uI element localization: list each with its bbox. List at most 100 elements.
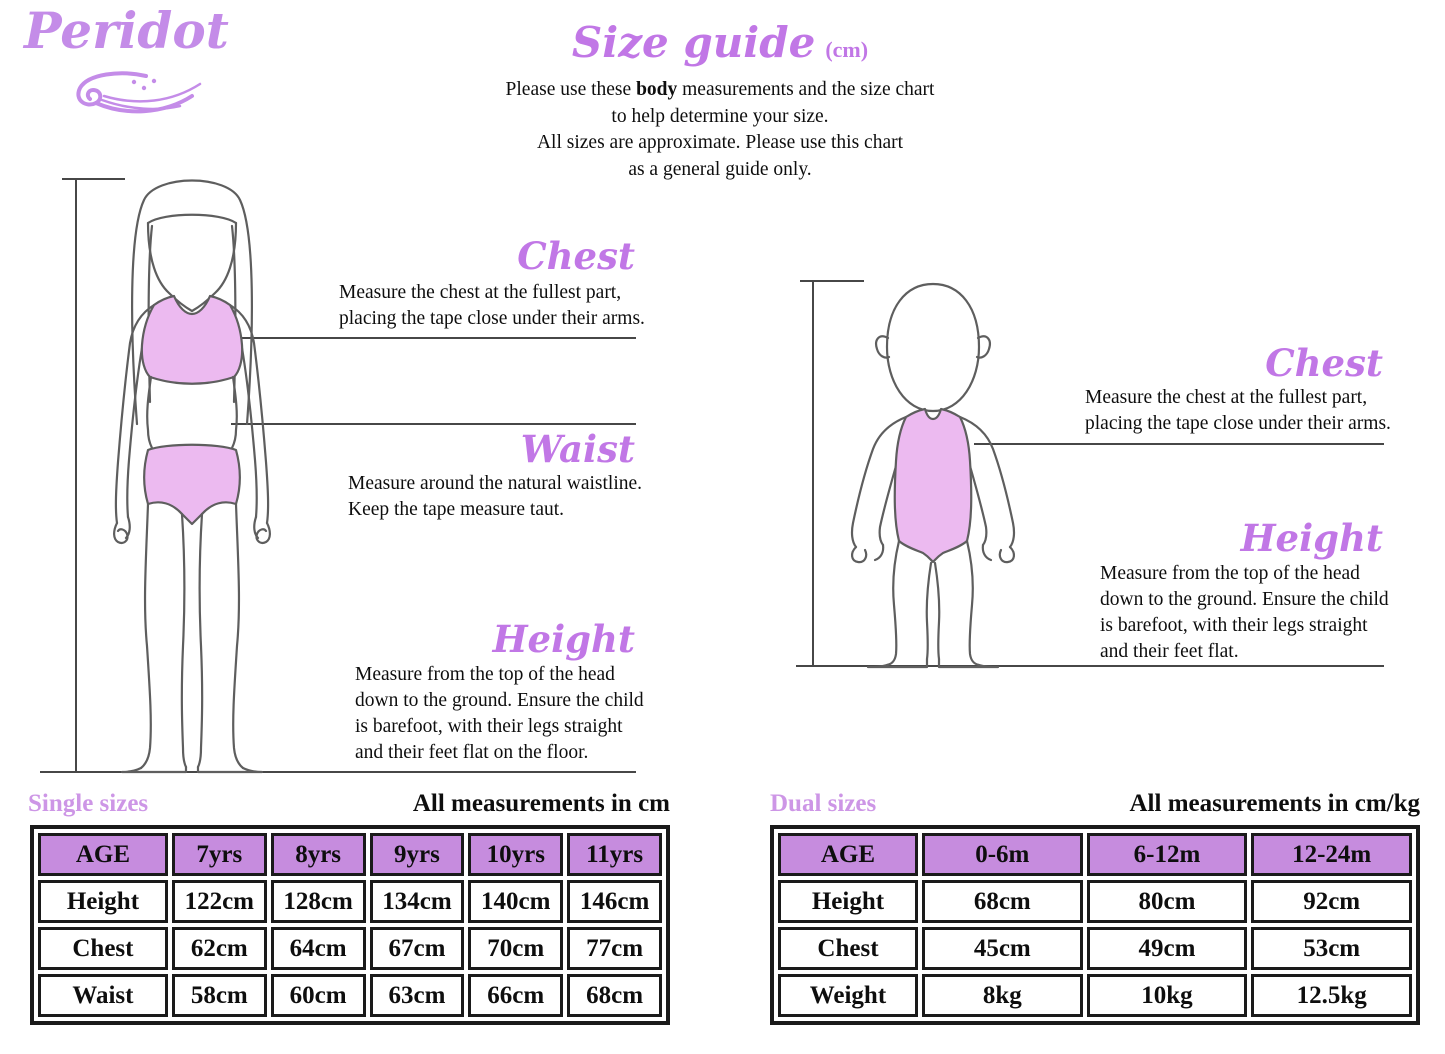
table-row: Chest 62cm 64cm 67cm 70cm 77cm [38, 927, 662, 970]
girl-figure-diagram [40, 178, 636, 774]
value-cell: 58cm [171, 974, 267, 1017]
girl-hair [130, 179, 254, 426]
value-cell: 60cm [270, 974, 366, 1017]
intro-line-4: as a general guide only. [628, 158, 812, 180]
baby-chest-desc: Measure the chest at the fullest part, p… [1085, 387, 1391, 434]
girl-waist-label: Waist [520, 427, 635, 471]
dual-sizes-caption: Dual sizes [770, 790, 877, 817]
row-label-cell: Chest [778, 927, 918, 970]
baby-right-hand [981, 543, 1015, 564]
brand-logo: Peridot [24, 1, 244, 114]
girl-left-hand [113, 515, 131, 544]
value-cell: 77cm [567, 927, 662, 970]
dual-sizes-note: All measurements in cm/kg [1129, 790, 1421, 817]
value-cell: 45cm [921, 927, 1083, 970]
table-row: Waist 58cm 60cm 63cm 66cm 68cm [38, 974, 662, 1017]
value-cell: 49cm [1086, 927, 1248, 970]
header-cell: 9yrs [369, 833, 465, 876]
baby-left-hand [851, 543, 885, 564]
brand-flourish-icon [76, 71, 202, 114]
girl-waist-desc: Measure around the natural waistline. Ke… [348, 473, 643, 520]
baby-right-foot [937, 657, 1000, 669]
girl-right-leg [232, 502, 245, 770]
value-cell: 63cm [369, 974, 465, 1017]
baby-figure [850, 282, 1016, 669]
baby-height-desc: Measure from the top of the head down to… [1100, 563, 1389, 662]
girl-figure [113, 179, 271, 774]
header-cell: 8yrs [270, 833, 366, 876]
baby-height-label: Height [1240, 516, 1383, 560]
value-cell: 92cm [1251, 880, 1412, 923]
girl-right-foot [196, 765, 264, 774]
girl-left-arm [114, 303, 156, 525]
baby-left-arm [850, 415, 908, 549]
value-cell: 140cm [468, 880, 564, 923]
brand-logo-text: Peridot [24, 1, 229, 60]
table-row: Height 122cm 128cm 134cm 140cm 146cm [38, 880, 662, 923]
baby-right-arm [958, 415, 1016, 549]
page-title: Size guide [571, 18, 816, 67]
girl-height-label: Height [492, 617, 635, 661]
row-label-cell: Height [778, 880, 918, 923]
header-cell: 0-6m [921, 833, 1083, 876]
girl-right-arm [228, 303, 270, 525]
table-row: Weight 8kg 10kg 12.5kg [778, 974, 1412, 1017]
value-cell: 146cm [567, 880, 662, 923]
value-cell: 70cm [468, 927, 564, 970]
value-cell: 122cm [171, 880, 267, 923]
girl-midriff [146, 375, 238, 450]
value-cell: 67cm [369, 927, 465, 970]
baby-figure-diagram [796, 280, 1384, 669]
value-cell: 8kg [921, 974, 1083, 1017]
header-cell: 7yrs [171, 833, 267, 876]
single-sizes-table: AGE 7yrs 8yrs 9yrs 10yrs 11yrs Height 12… [30, 825, 670, 1025]
single-sizes-header-row: AGE 7yrs 8yrs 9yrs 10yrs 11yrs [38, 833, 662, 876]
value-cell: 66cm [468, 974, 564, 1017]
table-row: Height 68cm 80cm 92cm [778, 880, 1412, 923]
header-cell: AGE [38, 833, 168, 876]
header-cell: 11yrs [567, 833, 662, 876]
girl-chest-label: Chest [517, 234, 635, 278]
row-label-cell: Height [38, 880, 168, 923]
baby-onesie [893, 407, 973, 564]
value-cell: 53cm [1251, 927, 1412, 970]
baby-right-ear [975, 335, 991, 359]
baby-head [885, 282, 981, 413]
baby-right-leg [965, 539, 981, 667]
row-label-cell: Chest [38, 927, 168, 970]
single-sizes-note: All measurements in cm [412, 790, 670, 817]
girl-height-desc: Measure from the top of the head down to… [355, 664, 644, 763]
value-cell: 134cm [369, 880, 465, 923]
intro-line-1: Please use these body measurements and t… [505, 79, 935, 100]
row-label-cell: Waist [38, 974, 168, 1017]
value-cell: 80cm [1086, 880, 1248, 923]
value-cell: 68cm [567, 974, 662, 1017]
header-cell: 12-24m [1251, 833, 1412, 876]
baby-left-ear [875, 335, 891, 359]
dual-sizes-header-row: AGE 0-6m 6-12m 12-24m [778, 833, 1412, 876]
girl-right-hand [253, 515, 271, 544]
baby-chest-label: Chest [1265, 341, 1383, 385]
intro-bold-word: body [636, 79, 678, 100]
girl-face [146, 221, 238, 313]
girl-fringe [146, 213, 238, 225]
page-title-unit: (cm) [825, 37, 869, 62]
value-cell: 64cm [270, 927, 366, 970]
value-cell: 128cm [270, 880, 366, 923]
girl-crop-top [140, 294, 244, 385]
header-cell: 10yrs [468, 833, 564, 876]
value-cell: 12.5kg [1251, 974, 1412, 1017]
value-cell: 62cm [171, 927, 267, 970]
girl-left-leg [139, 502, 152, 770]
table-row: Chest 45cm 49cm 53cm [778, 927, 1412, 970]
intro-line-3: All sizes are approximate. Please use th… [536, 132, 904, 153]
header-cell: AGE [778, 833, 918, 876]
girl-left-foot [120, 765, 188, 774]
intro-line-2: to help determine your size. [611, 105, 829, 127]
intro-text: Please use these body measurements and t… [440, 77, 1000, 183]
page-title-block: Size guide (cm) [430, 18, 1010, 67]
girl-chest-desc: Measure the chest at the fullest part, p… [339, 282, 645, 329]
header-cell: 6-12m [1086, 833, 1248, 876]
single-sizes-caption: Single sizes [28, 790, 149, 817]
